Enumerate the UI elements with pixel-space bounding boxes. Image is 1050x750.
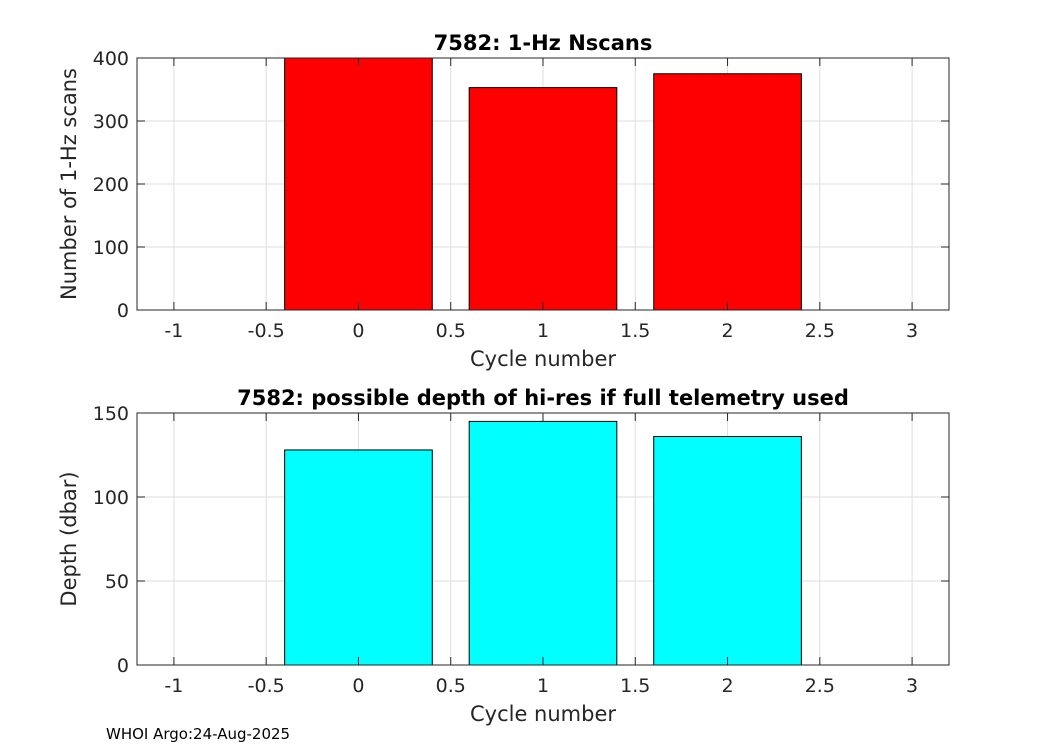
chart1-x-tick-label: 1.5 (620, 320, 650, 342)
chart2-x-tick-label: -0.5 (248, 675, 285, 697)
chart2-bar-cycle-2 (653, 436, 802, 666)
chart1-x-tick-label: -1 (164, 320, 183, 342)
chart1-bar-cycle-2 (653, 73, 802, 311)
chart2-y-axis-label: Depth (dbar) (57, 471, 81, 606)
chart1-x-tick-label: 3 (906, 320, 918, 342)
chart2-x-tick-label: 0 (352, 675, 364, 697)
chart2-x-axis-label: Cycle number (470, 702, 616, 726)
chart1-y-tick-label: 200 (93, 174, 129, 196)
chart2-x-tick-label: 0.5 (436, 675, 466, 697)
chart1-x-tick-label: -0.5 (248, 320, 285, 342)
chart2-x-tick-label: 2 (721, 675, 733, 697)
chart1-x-axis-label: Cycle number (470, 347, 616, 371)
chart1-y-tick-label: 100 (93, 237, 129, 259)
chart1-y-tick-label: 300 (93, 111, 129, 133)
chart2-x-tick-label: -1 (164, 675, 183, 697)
chart2-x-tick-label: 1 (537, 675, 549, 697)
chart2-y-tick-label: 0 (117, 655, 129, 677)
chart1-x-tick-label: 2.5 (805, 320, 835, 342)
chart2-title: 7582: possible depth of hi-res if full t… (237, 386, 849, 410)
chart2-x-tick-label: 2.5 (805, 675, 835, 697)
chart1-x-tick-label: 0 (352, 320, 364, 342)
chart1-y-tick-label: 400 (93, 48, 129, 70)
chart2-x-tick-label: 3 (906, 675, 918, 697)
footer-credit: WHOI Argo:24-Aug-2025 (106, 725, 291, 743)
chart2-x-tick-label: 1.5 (620, 675, 650, 697)
chart1-x-tick-label: 0.5 (436, 320, 466, 342)
chart2-y-tick-label: 50 (105, 571, 129, 593)
chart1-x-tick-label: 2 (721, 320, 733, 342)
chart2-y-tick-label: 100 (93, 487, 129, 509)
chart1-y-axis-label: Number of 1-Hz scans (57, 68, 81, 300)
chart1-bar-cycle-1 (468, 87, 618, 311)
chart2-bar-cycle-1 (468, 420, 618, 666)
chart1-bar-cycle-0 (284, 57, 433, 311)
chart2-bar-cycle-0 (284, 449, 433, 666)
chart1-y-tick-label: 0 (117, 300, 129, 322)
chart2-y-tick-label: 150 (93, 403, 129, 425)
chart1-title: 7582: 1-Hz Nscans (434, 31, 653, 55)
chart1-x-tick-label: 1 (537, 320, 549, 342)
